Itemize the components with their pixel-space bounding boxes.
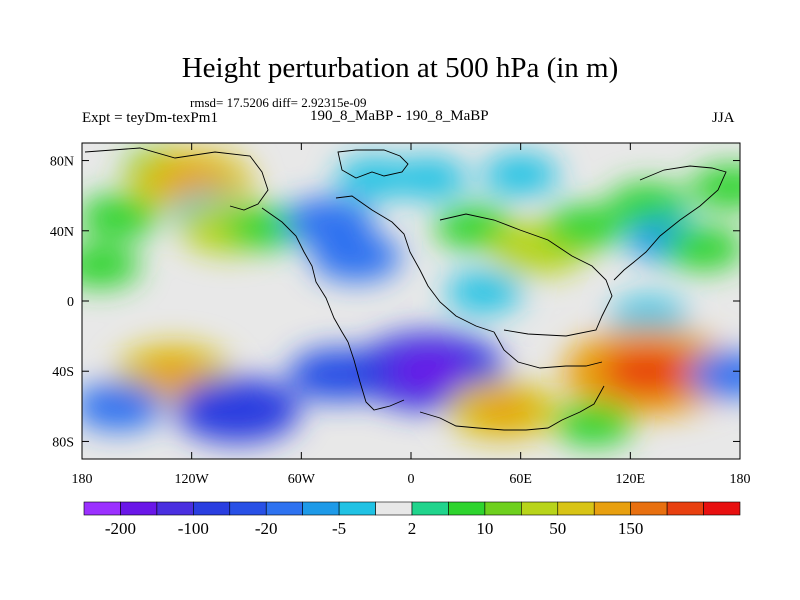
colorbar: -200 -100 -20 -5 2 10 50 150 [83,501,741,538]
anomaly-blob [336,157,413,200]
colorbar-segment [229,501,267,516]
colorbar-segment [338,501,376,516]
anomaly-blob [662,226,740,271]
x-tick-label: 180 [72,472,93,487]
coastline-north-america-north [84,147,269,211]
colorbar-segment [557,501,595,516]
anomaly-blob [82,381,164,431]
x-tick-label: 120W [175,472,210,487]
colorbar-label: -100 [178,519,209,538]
x-tick-label: 120E [616,472,646,487]
colorbar-label: 2 [408,519,417,538]
colorbar-label: 150 [618,519,644,538]
anomaly-blob [445,271,523,314]
anomaly-field [82,147,740,447]
y-tick-label: 40N [50,225,74,240]
colorbar-segment [448,501,486,516]
anomaly-blob [608,182,690,227]
season-label: JJA [712,110,735,126]
x-tick-label: 180 [730,472,751,487]
anomaly-blob [283,197,374,247]
colorbar-segment [666,501,704,516]
colorbar-segment [120,501,158,516]
colorbar-segment [593,501,631,516]
experiment-label: Expt = teyDm-texPm1 [82,110,218,126]
anomaly-blob [688,351,740,399]
anomaly-blob [544,205,626,250]
anomaly-blob [690,164,740,210]
y-tick-label: 40S [52,365,74,380]
coastline-greenland [337,149,409,179]
colorbar-label: -20 [255,519,278,538]
axes: 180 120W 60W 0 60E 120E 180 80N 40N 0 40S 80S [50,143,751,487]
center-label: 190_8_MaBP - 190_8_MaBP [310,108,489,124]
y-tick-label: 80S [52,435,74,450]
x-tick-label: 0 [408,472,415,487]
coastline-south-america-south [347,341,405,411]
chart-title: Height perturbation at 500 hPa (in m) [181,52,619,84]
colorbar-segment [411,501,449,516]
colorbar-segment [193,501,231,516]
colorbar-label: 50 [549,519,566,538]
anomaly-core [601,346,696,396]
anomaly-core [141,357,206,392]
anomaly-core [471,393,534,427]
colorbar-segment [630,501,668,516]
stats-text: rmsd= 17.5206 diff= 2.92315e-09 [190,95,367,110]
colorbar-segment [484,501,522,516]
anomaly-blob [82,244,140,288]
colorbar-segment [375,501,413,516]
anomaly-core [202,391,273,429]
coastline-africa-indian [493,331,603,369]
colorbar-label: -5 [332,519,346,538]
colorbar-segment [703,501,741,516]
coastline-americas-east [261,207,349,343]
y-tick-label: 0 [67,295,74,310]
x-tick-label: 60E [509,472,532,487]
anomaly-blob [482,153,559,196]
x-tick-label: 60W [288,472,316,487]
anomaly-core [158,163,226,200]
anomaly-blob [224,205,306,250]
colorbar-segment [265,501,303,516]
coastlines [84,147,727,431]
coastline-eurasia-south [439,213,613,337]
anomaly-core [387,349,472,394]
colorbar-label: 10 [476,519,493,538]
colorbar-segment [302,501,340,516]
anomaly-blob [553,401,635,447]
anomaly-blob [391,157,468,200]
colorbar-segment [156,501,194,516]
anomaly-blob [82,194,160,239]
colorbar-segment [83,501,121,516]
coastline-asia-east [613,165,727,281]
coastline-eurasia-west [335,195,495,333]
y-tick-label: 80N [50,155,74,170]
colorbar-label: -200 [105,519,136,538]
coastline-australia-antarctica [419,385,605,431]
colorbar-segment [521,501,559,516]
